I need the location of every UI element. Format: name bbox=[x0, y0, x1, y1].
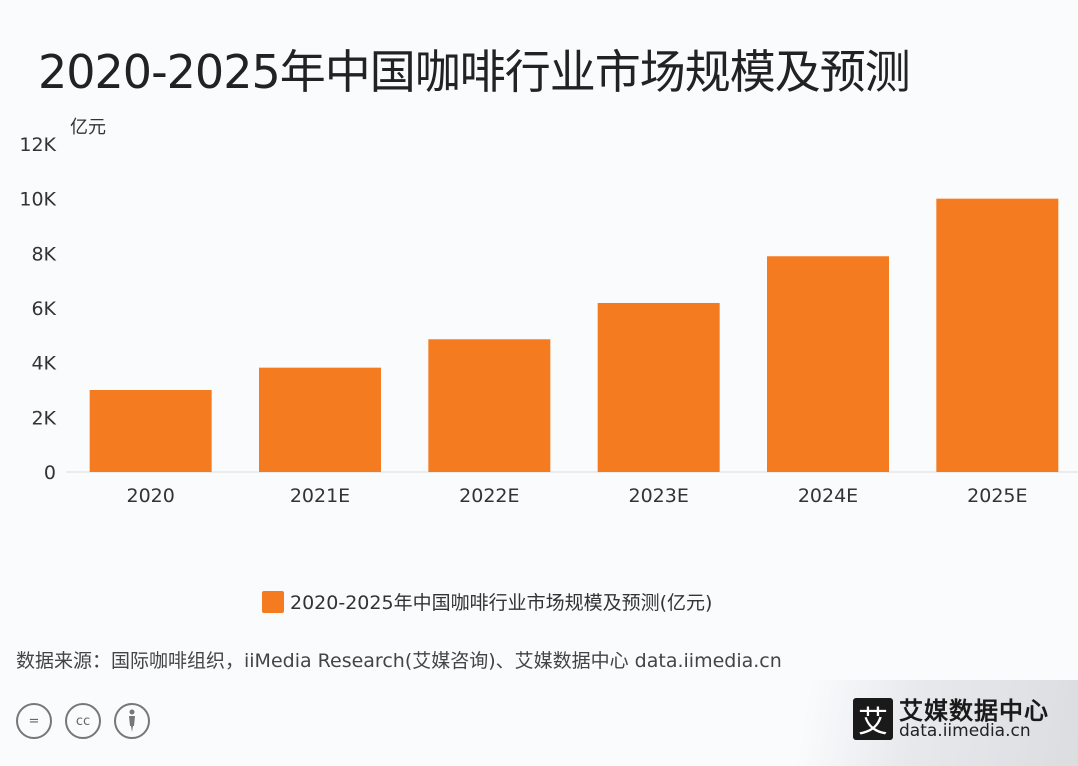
y-tick-label: 10K bbox=[19, 189, 56, 211]
legend-label: 2020-2025年中国咖啡行业市场规模及预测(亿元) bbox=[290, 592, 713, 614]
logo-mark: 艾 bbox=[853, 698, 893, 740]
logo-name: 艾媒数据中心 bbox=[899, 696, 1049, 725]
y-tick-label: 8K bbox=[31, 243, 56, 265]
x-tick-label: 2021E bbox=[290, 485, 350, 507]
x-tick-label: 2024E bbox=[798, 485, 858, 507]
person-icon bbox=[114, 703, 150, 739]
logo-url: data.iimedia.cn bbox=[899, 720, 1031, 741]
chart-title: 2020-2025年中国咖啡行业市场规模及预测 bbox=[38, 45, 911, 99]
legend-swatch bbox=[262, 590, 284, 613]
equals-icon: = bbox=[16, 703, 52, 739]
cc-icon: cc bbox=[65, 703, 101, 739]
y-tick-label: 2K bbox=[31, 407, 56, 429]
bar-2021E bbox=[259, 367, 381, 472]
bar-chart: 亿元 0 2K 4K 6K 8K 10K 12K 2020 2021E 2022E 2023E 2024… bbox=[19, 117, 1078, 507]
bar-2023E bbox=[597, 302, 720, 472]
x-tick-label: 2023E bbox=[628, 485, 688, 507]
y-tick-label: 6K bbox=[31, 298, 56, 320]
y-axis-label: 亿元 bbox=[70, 117, 106, 138]
iimedia-logo: 艾 艾媒数据中心 data.iimedia.cn bbox=[853, 698, 1049, 740]
x-tick-label: 2025E bbox=[967, 485, 1027, 507]
bar-2022E bbox=[428, 339, 551, 472]
y-tick-label: 0 bbox=[44, 462, 56, 484]
source-note: 数据来源：国际咖啡组织，iiMedia Research(艾媒咨询)、艾媒数据中… bbox=[16, 650, 782, 672]
bar-2020 bbox=[89, 390, 212, 472]
legend: 2020-2025年中国咖啡行业市场规模及预测(亿元) bbox=[262, 588, 712, 615]
bar-2024E bbox=[767, 256, 889, 472]
bar-2025E bbox=[936, 198, 1059, 472]
x-tick-label: 2022E bbox=[459, 485, 519, 507]
y-tick-label: 4K bbox=[31, 353, 56, 375]
x-tick-label: 2020 bbox=[126, 485, 174, 507]
y-tick-label: 12K bbox=[19, 134, 56, 156]
